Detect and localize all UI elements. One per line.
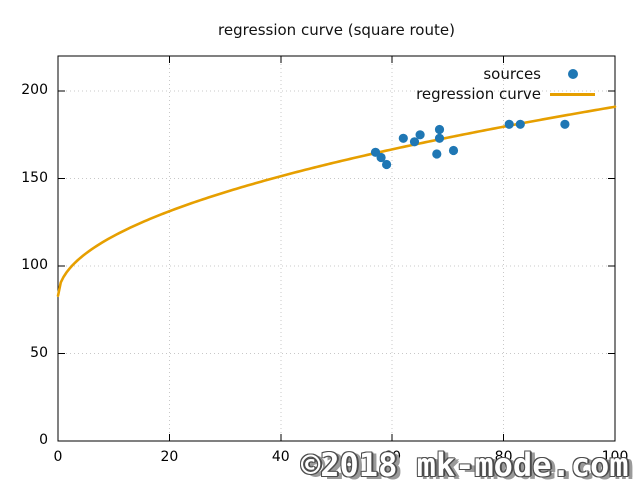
x-axis-tick-label: 20	[160, 449, 179, 465]
data-point	[504, 119, 514, 129]
data-point	[415, 130, 425, 140]
x-axis-tick-label: 0	[53, 449, 63, 465]
data-point	[432, 149, 442, 159]
data-point	[434, 124, 445, 135]
legend: sources regression curve	[416, 64, 595, 104]
data-point	[398, 133, 408, 143]
sources-point-marker-icon	[550, 69, 595, 79]
data-point	[376, 152, 386, 163]
x-axis-tick-label: 40	[271, 449, 290, 465]
chart-title: regression curve (square route)	[218, 21, 455, 39]
y-axis-tick-label: 200	[21, 82, 48, 98]
y-axis-tick-label: 0	[39, 432, 48, 448]
legend-label-regression-curve: regression curve	[416, 85, 541, 103]
plot-border	[57, 55, 616, 442]
y-axis-tick-label: 100	[21, 257, 48, 273]
watermark: ©2018 mk-mode.com	[301, 446, 629, 480]
y-axis-tick-label: 150	[21, 169, 48, 186]
legend-entry-sources: sources	[416, 64, 595, 84]
legend-entry-regression-curve: regression curve	[416, 84, 595, 104]
data-point	[434, 133, 445, 143]
x-axis-tick-label: 60	[383, 449, 402, 465]
data-point	[409, 137, 420, 147]
x-axis-tick-label: 100	[601, 449, 629, 465]
legend-label-sources: sources	[483, 65, 541, 83]
x-axis-tick-label: 80	[494, 449, 513, 465]
regression-curve-line-marker-icon	[550, 92, 595, 96]
y-axis-tick-label: 50	[30, 344, 48, 361]
regression-curve-line	[56, 105, 617, 298]
data-point	[448, 145, 459, 156]
data-point	[382, 159, 392, 170]
data-point	[560, 119, 570, 129]
data-point	[515, 119, 525, 129]
